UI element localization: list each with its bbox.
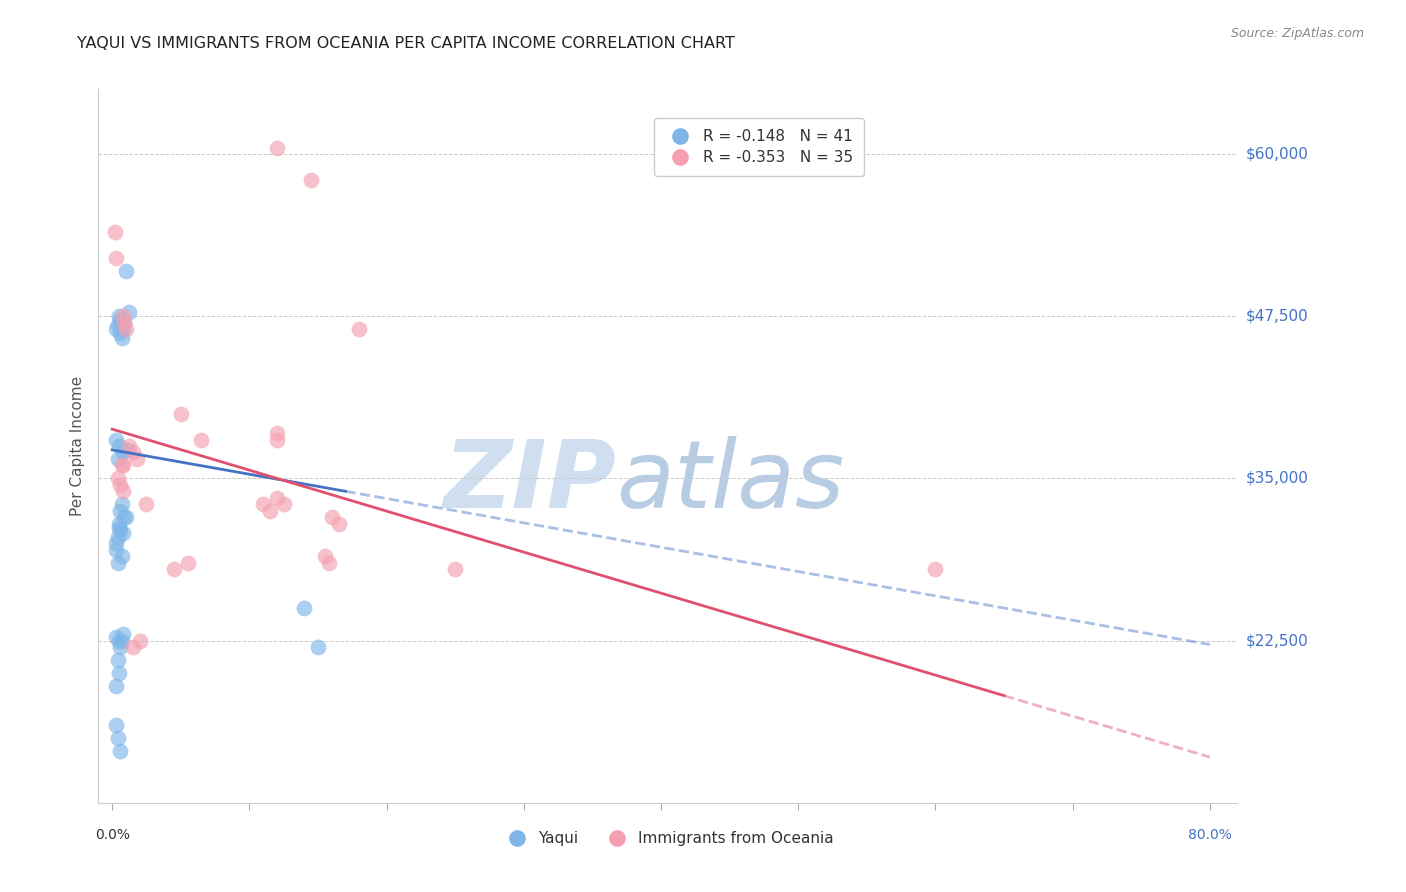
Y-axis label: Per Capita Income: Per Capita Income (70, 376, 86, 516)
Point (266, 433, 288, 447)
Point (328, 516, 350, 531)
Point (112, 484, 135, 499)
Point (108, 521, 131, 535)
Point (111, 633, 134, 648)
Point (112, 445, 135, 459)
Point (111, 458, 134, 473)
Text: $35,000: $35,000 (1246, 471, 1309, 486)
Point (110, 326, 132, 340)
Point (108, 666, 131, 681)
Point (190, 433, 212, 447)
Point (108, 310, 131, 324)
Point (444, 562, 467, 576)
Text: Source: ZipAtlas.com: Source: ZipAtlas.com (1230, 27, 1364, 40)
Point (110, 313, 132, 327)
Point (170, 407, 193, 421)
Point (108, 439, 131, 453)
Point (111, 331, 134, 345)
Point (105, 542, 128, 557)
Point (105, 630, 128, 644)
Point (114, 316, 136, 330)
Point (105, 536, 128, 550)
Text: $60,000: $60,000 (1246, 146, 1309, 161)
Point (110, 744, 132, 758)
Point (121, 640, 143, 654)
Point (292, 601, 315, 615)
Point (114, 510, 136, 524)
Text: YAQUI VS IMMIGRANTS FROM OCEANIA PER CAPITA INCOME CORRELATION CHART: YAQUI VS IMMIGRANTS FROM OCEANIA PER CAP… (77, 36, 735, 51)
Point (321, 510, 343, 524)
Point (112, 627, 135, 641)
Point (112, 310, 135, 324)
Point (104, 225, 127, 239)
Point (135, 497, 157, 511)
Point (110, 478, 132, 492)
Point (117, 439, 139, 453)
Point (299, 173, 322, 187)
Text: ZIP: ZIP (444, 435, 617, 528)
Point (108, 633, 131, 648)
Point (163, 562, 186, 576)
Point (107, 653, 129, 667)
Point (117, 305, 139, 319)
Point (105, 251, 128, 265)
Point (115, 510, 138, 524)
Point (125, 452, 148, 467)
Point (107, 530, 129, 544)
Point (105, 433, 128, 447)
Point (115, 264, 138, 278)
Point (259, 504, 281, 518)
Text: atlas: atlas (617, 436, 845, 527)
Point (347, 322, 370, 336)
Legend: Yaqui, Immigrants from Oceania: Yaqui, Immigrants from Oceania (496, 825, 839, 852)
Text: 80.0%: 80.0% (1188, 828, 1232, 842)
Point (318, 556, 340, 570)
Text: $22,500: $22,500 (1246, 633, 1309, 648)
Point (266, 425, 288, 440)
Point (114, 316, 136, 330)
Point (105, 718, 128, 732)
Point (176, 556, 198, 570)
Text: $47,500: $47,500 (1246, 309, 1309, 324)
Point (107, 731, 129, 745)
Point (307, 640, 329, 654)
Point (112, 525, 135, 540)
Point (107, 318, 129, 333)
Point (115, 322, 138, 336)
Point (115, 442, 138, 457)
Point (112, 458, 135, 473)
Point (105, 322, 128, 336)
Point (110, 504, 132, 518)
Point (110, 640, 132, 654)
Point (252, 497, 274, 511)
Point (273, 497, 295, 511)
Point (111, 497, 134, 511)
Point (107, 452, 129, 467)
Point (266, 491, 288, 505)
Point (266, 140, 288, 154)
Point (112, 322, 135, 336)
Point (924, 562, 946, 576)
Point (111, 549, 134, 564)
Point (110, 524, 132, 538)
Point (105, 679, 128, 693)
Point (128, 633, 150, 648)
Point (314, 549, 336, 564)
Point (108, 516, 131, 531)
Point (107, 556, 129, 570)
Text: 0.0%: 0.0% (94, 828, 129, 842)
Point (121, 445, 143, 459)
Point (107, 471, 129, 485)
